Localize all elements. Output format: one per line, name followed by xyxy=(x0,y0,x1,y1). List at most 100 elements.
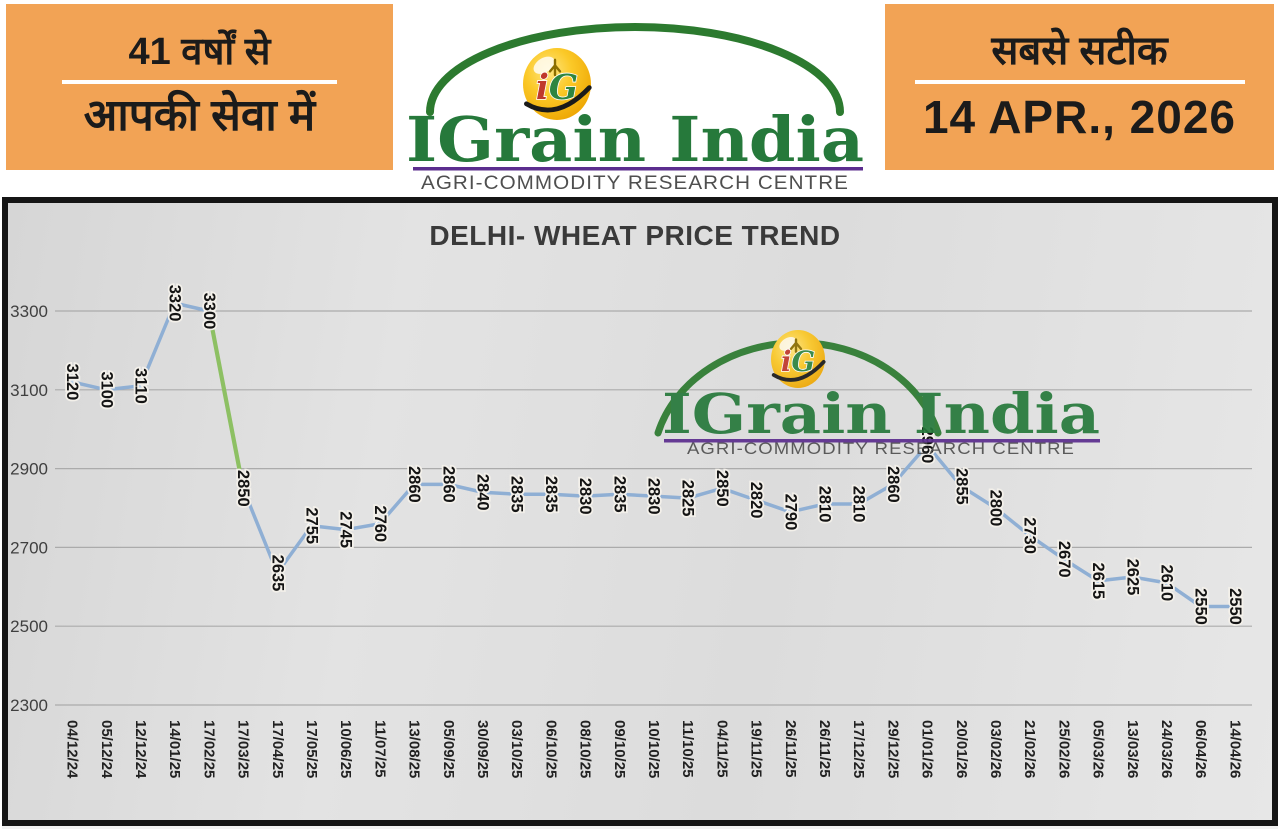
header-right-panel: सबसे सटीक 14 APR., 2026 xyxy=(885,4,1274,170)
data-point-marker xyxy=(408,479,420,490)
data-point-marker xyxy=(340,524,351,535)
y-tick-label: 2700 xyxy=(10,538,48,557)
logo-underline xyxy=(664,439,1100,443)
logo-underline xyxy=(413,167,863,171)
data-point-marker xyxy=(66,376,78,388)
watermark-logo-graphic: iG IGrain India AGRI-COMMODITY RESEARCH … xyxy=(654,330,1100,458)
data-point-marker xyxy=(887,479,899,490)
data-point-marker xyxy=(1195,601,1206,612)
data-point-label: 2855 xyxy=(952,468,970,505)
data-point-label: 3300 xyxy=(200,293,218,330)
data-point-label: 2820 xyxy=(747,482,765,519)
data-point-marker xyxy=(306,520,317,531)
years-of-service-line1: 41 वर्षों से xyxy=(128,30,271,73)
data-point-marker xyxy=(1229,601,1241,612)
logo-subtitle: AGRI-COMMODITY RESEARCH CENTRE xyxy=(421,172,849,194)
x-tick-label: 26/11/25 xyxy=(816,720,833,778)
x-tick-label: 17/05/25 xyxy=(303,720,320,778)
data-point-marker xyxy=(203,305,215,317)
data-point-label: 2755 xyxy=(303,507,321,544)
x-tick-label: 11/07/25 xyxy=(371,720,388,778)
data-point-label: 2790 xyxy=(781,494,799,531)
data-point-marker xyxy=(750,494,762,506)
data-point-marker xyxy=(1127,571,1138,583)
highlight-segment xyxy=(206,308,246,491)
data-point-marker xyxy=(1092,575,1104,587)
header-left-panel: 41 वर्षों से आपकी सेवा में xyxy=(6,4,393,170)
x-tick-label: 12/12/24 xyxy=(132,720,149,779)
x-tick-label: 26/11/25 xyxy=(782,720,799,778)
data-point-marker xyxy=(716,483,728,494)
x-tick-label: 17/12/25 xyxy=(850,720,867,778)
data-point-label: 2835 xyxy=(542,476,560,513)
data-point-label: 2625 xyxy=(1123,559,1141,596)
data-point-label: 2850 xyxy=(713,470,731,507)
data-point-label: 3120 xyxy=(63,364,81,401)
data-point-label: 2960 xyxy=(918,427,936,464)
data-point-label: 3110 xyxy=(132,368,150,404)
data-point-label: 2800 xyxy=(987,490,1005,527)
x-tick-label: 19/11/25 xyxy=(748,720,765,778)
badge-gloss xyxy=(533,56,555,74)
data-point-marker xyxy=(648,490,659,502)
badge-swoosh xyxy=(524,85,592,113)
right-panel-divider xyxy=(914,80,1245,85)
logo-wordmark: IGrain India xyxy=(406,103,864,176)
data-point-marker xyxy=(819,498,830,510)
tagline-text: सबसे सटीक xyxy=(991,29,1168,74)
x-tick-label: 10/10/25 xyxy=(645,720,662,778)
data-point-marker xyxy=(1058,554,1070,565)
data-point-marker xyxy=(511,489,522,500)
x-tick-label: 06/10/25 xyxy=(542,720,559,778)
data-point-marker xyxy=(237,483,249,494)
x-tick-label: 05/03/26 xyxy=(1090,720,1107,778)
data-point-label: 2860 xyxy=(405,466,423,503)
data-point-marker xyxy=(101,384,112,396)
x-tick-label: 14/01/25 xyxy=(166,720,183,778)
x-tick-label: 17/03/25 xyxy=(235,720,252,778)
x-tick-label: 29/12/25 xyxy=(884,720,901,778)
y-tick-label: 2500 xyxy=(10,617,48,636)
x-tick-label: 17/02/25 xyxy=(200,720,217,778)
data-point-label: 2860 xyxy=(884,466,902,503)
x-tick-label: 05/12/24 xyxy=(98,720,115,779)
x-tick-label: 20/01/26 xyxy=(953,720,970,778)
x-tick-label: 10/06/25 xyxy=(337,720,354,778)
data-point-marker xyxy=(614,489,625,500)
left-panel-divider xyxy=(62,80,337,85)
x-tick-label: 04/11/25 xyxy=(713,720,730,778)
data-point-label: 2830 xyxy=(576,478,594,515)
data-point-marker xyxy=(135,380,146,392)
y-tick-label: 3300 xyxy=(10,302,48,321)
data-point-marker xyxy=(682,492,693,504)
x-tick-label: 14/04/26 xyxy=(1226,720,1243,778)
igrain-logo-graphic: iG IGrain India AGRI-COMMODITY RESEARCH … xyxy=(406,23,864,194)
y-tick-label: 2900 xyxy=(10,460,48,479)
data-point-marker xyxy=(990,502,1001,514)
data-point-label: 2610 xyxy=(1158,565,1176,602)
data-point-label: 2615 xyxy=(1089,563,1107,600)
data-point-label: 2835 xyxy=(508,476,526,513)
x-tick-label: 05/09/25 xyxy=(440,720,457,778)
x-tick-label: 04/12/24 xyxy=(64,720,81,779)
x-tick-label: 08/10/25 xyxy=(577,720,594,778)
x-tick-label: 13/03/26 xyxy=(1124,720,1141,778)
x-tick-label: 30/09/25 xyxy=(474,720,491,778)
data-point-marker xyxy=(579,490,591,502)
header: 41 वर्षों से आपकी सेवा में iG IGrain Ind… xyxy=(0,0,1280,197)
data-point-label: 2840 xyxy=(474,474,492,511)
data-point-label: 2860 xyxy=(439,466,457,503)
data-point-label: 2810 xyxy=(850,486,868,523)
data-point-marker xyxy=(545,489,557,500)
data-point-label: 3320 xyxy=(166,285,184,322)
igrain-logo: iG IGrain India AGRI-COMMODITY RESEARCH … xyxy=(385,0,885,197)
data-point-label: 2550 xyxy=(1226,588,1244,625)
years-of-service-line2: आपकी सेवा में xyxy=(83,91,316,141)
data-point-marker xyxy=(921,439,933,451)
x-tick-label: 17/04/25 xyxy=(269,720,286,778)
watermark-logo: iG IGrain India AGRI-COMMODITY RESEARCH … xyxy=(650,297,1120,458)
bottom-strip xyxy=(2,826,1278,829)
data-point-marker xyxy=(785,506,796,518)
data-point-marker xyxy=(443,479,454,490)
data-point-label: 2830 xyxy=(645,478,663,515)
